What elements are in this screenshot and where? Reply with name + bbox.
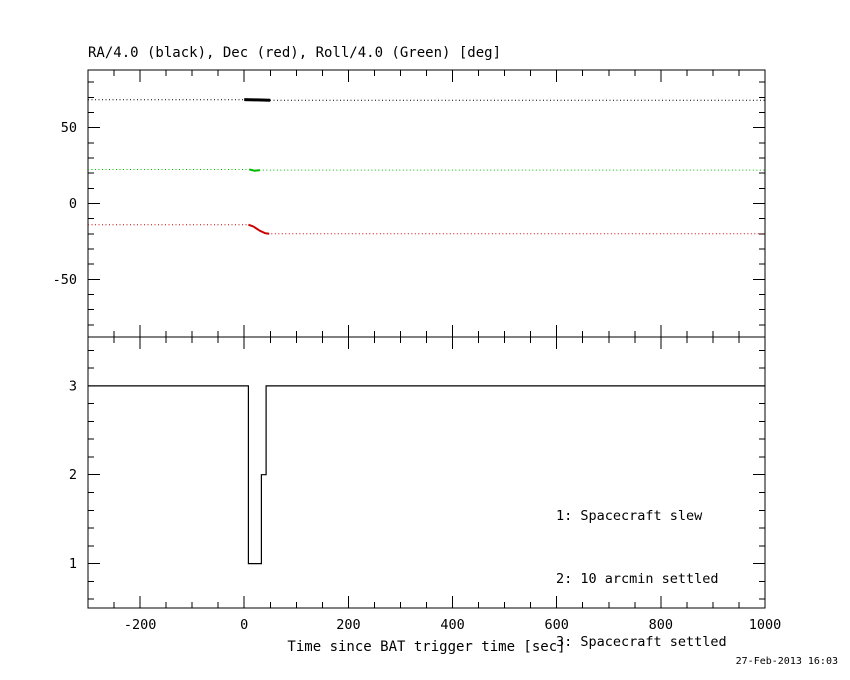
flag-legend: 1: Spacecraft slew 2: 10 arcmin settled … [556,464,727,680]
panel-frame-attitude [87,69,766,338]
series-ra-div-4-slew [244,98,271,102]
x-tick-label: 400 [440,617,464,633]
series-dec-slew [248,223,270,235]
legend-item-10arcmin: 2: 10 arcmin settled [556,571,719,587]
series-settled-flag-step [88,385,765,565]
legend-item-slew: 1: Spacecraft slew [556,508,703,524]
x-tick-label: 600 [544,617,568,633]
series-roll-div-4-track [88,169,765,172]
x-tick-label: 0 [240,617,248,633]
legend-item-settled: 3: Spacecraft settled [556,634,727,650]
series-dec-track [88,224,765,235]
series-roll-div-4-slew [249,168,261,172]
y-tick-label: 2 [69,467,77,483]
x-tick-label: 1000 [749,617,782,633]
y-tick-label: 1 [69,556,77,572]
x-tick-label: -200 [124,617,157,633]
x-axis-label: Time since BAT trigger time [sec] [287,639,566,655]
plot-title: RA/4.0 (black), Dec (red), Roll/4.0 (Gre… [88,45,502,61]
y-tick-label: 50 [61,120,77,136]
y-tick-label: 0 [69,196,77,212]
x-tick-label: 200 [336,617,360,633]
datestamp: 27-Feb-2013 16:03 [735,656,838,667]
series-ra-div-4-track [88,99,765,101]
x-tick-label: 800 [649,617,673,633]
y-tick-label: -50 [53,272,77,288]
y-tick-label: 3 [69,378,77,394]
